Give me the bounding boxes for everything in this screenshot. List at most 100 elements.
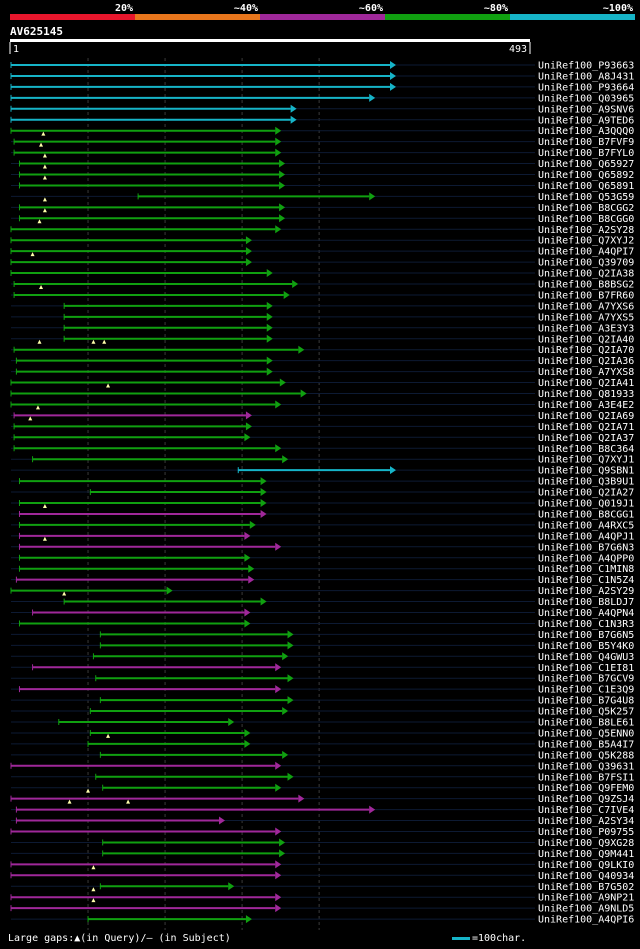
hit-end-arrow xyxy=(275,871,282,880)
hit-label: UniRef100_B7FYL0 xyxy=(538,148,634,159)
hit-label: UniRef100_A4QPI6 xyxy=(538,915,634,926)
hit-label: UniRef100_A3QQQ0 xyxy=(538,126,634,137)
hit-label: UniRef100_A4RXC5 xyxy=(538,520,634,531)
hit-label: UniRef100_A7YXS8 xyxy=(538,367,634,378)
hit-end-arrow xyxy=(300,389,307,398)
query-gap-marker xyxy=(42,197,47,202)
query-gap-marker xyxy=(62,591,67,596)
hit-end-arrow xyxy=(282,652,289,661)
query-gap-marker xyxy=(28,416,33,421)
scale-legend: =100char. xyxy=(452,933,526,944)
hit-label: UniRef100_A9NLD5 xyxy=(538,904,634,915)
hit-end-arrow xyxy=(266,301,273,310)
query-gap-marker xyxy=(106,383,111,388)
hit-end-arrow xyxy=(245,915,252,924)
hit-end-arrow xyxy=(244,608,251,617)
hit-end-arrow xyxy=(292,280,299,288)
hit-end-arrow xyxy=(260,488,267,497)
hit-end-arrow xyxy=(266,367,273,376)
hit-end-arrow xyxy=(287,772,294,781)
hit-label: UniRef100_A4QPP0 xyxy=(538,553,634,564)
hit-end-arrow xyxy=(275,542,282,551)
identity-scale-label: ~60% xyxy=(359,3,383,14)
hit-label: UniRef100_Q2IA36 xyxy=(538,356,634,367)
query-gap-marker xyxy=(41,131,46,136)
hit-end-arrow xyxy=(283,290,290,299)
query-gap-marker xyxy=(106,733,111,738)
hit-end-arrow xyxy=(298,345,305,354)
hit-end-arrow xyxy=(369,805,376,814)
hit-label: UniRef100_Q9M441 xyxy=(538,849,634,860)
hit-label: UniRef100_B7GCV9 xyxy=(538,674,634,685)
hit-label: UniRef100_P93664 xyxy=(538,82,634,93)
hit-label: UniRef100_Q5ENN0 xyxy=(538,728,634,739)
hit-label: UniRef100_A4QPN4 xyxy=(538,608,634,619)
query-gap-marker xyxy=(102,339,107,344)
hit-label: UniRef100_B5Y4K0 xyxy=(538,641,634,652)
hit-label: UniRef100_P09755 xyxy=(538,827,634,838)
query-gap-marker xyxy=(42,153,47,158)
hit-end-arrow xyxy=(275,860,282,869)
hit-label: UniRef100_Q2IA38 xyxy=(538,269,634,280)
hit-end-arrow xyxy=(244,739,251,748)
hit-end-arrow xyxy=(275,827,282,836)
hit-label: UniRef100_Q2IA37 xyxy=(538,433,634,444)
query-gap-marker xyxy=(91,339,96,344)
hit-end-arrow xyxy=(279,849,286,858)
hit-label: UniRef100_C1EI81 xyxy=(538,663,634,674)
hit-label: UniRef100_B7G6N3 xyxy=(538,542,634,553)
hit-end-arrow xyxy=(244,433,251,442)
hit-label: UniRef100_A9SNV6 xyxy=(538,104,634,115)
hit-end-arrow xyxy=(275,400,282,409)
scale-legend-swatch xyxy=(452,937,470,940)
hit-end-arrow xyxy=(282,750,289,759)
hit-end-arrow xyxy=(282,707,289,716)
hit-label: UniRef100_Q81933 xyxy=(538,389,634,400)
hit-end-arrow xyxy=(260,597,267,606)
hit-end-arrow xyxy=(275,663,282,672)
hit-end-arrow xyxy=(266,356,273,365)
hit-end-arrow xyxy=(390,466,396,475)
hit-end-arrow xyxy=(287,674,294,683)
query-bar xyxy=(10,39,530,42)
hit-label: UniRef100_B7G502 xyxy=(538,882,634,893)
hit-label: UniRef100_Q9LKI0 xyxy=(538,860,634,871)
hit-label: UniRef100_Q7XYJ1 xyxy=(538,455,634,466)
hit-label: UniRef100_A3E3Y3 xyxy=(538,323,634,334)
hit-label: UniRef100_Q03965 xyxy=(538,93,634,104)
identity-scale-segment xyxy=(510,14,635,20)
hit-end-arrow xyxy=(260,477,267,486)
hit-label: UniRef100_A2SY34 xyxy=(538,816,634,827)
hit-end-arrow xyxy=(287,696,294,705)
hit-end-arrow xyxy=(390,82,396,91)
query-gap-marker xyxy=(42,175,47,180)
hit-end-arrow xyxy=(279,378,286,387)
identity-scale-label: 20% xyxy=(115,3,133,14)
hit-end-arrow xyxy=(275,685,282,694)
query-gap-marker xyxy=(91,898,96,903)
hit-end-arrow xyxy=(279,170,286,179)
hit-label: UniRef100_B8BSG2 xyxy=(538,280,634,291)
hit-end-arrow xyxy=(279,838,286,847)
hit-end-arrow xyxy=(390,61,396,69)
query-gap-marker xyxy=(35,405,40,410)
hit-label: UniRef100_C7IVE4 xyxy=(538,805,634,816)
hit-label: UniRef100_P93663 xyxy=(538,61,634,72)
hit-label: UniRef100_Q019J1 xyxy=(538,499,634,510)
hit-label: UniRef100_Q9XG28 xyxy=(538,838,634,849)
hit-label: UniRef100_Q7XYJ2 xyxy=(538,236,634,247)
hit-end-arrow xyxy=(279,214,286,223)
hit-end-arrow xyxy=(298,794,305,803)
hit-label: UniRef100_Q4GWU3 xyxy=(538,652,634,663)
hit-label: UniRef100_Q2IA70 xyxy=(538,345,634,356)
hit-end-arrow xyxy=(369,192,376,201)
hit-end-arrow xyxy=(244,553,251,562)
hit-label: UniRef100_Q2IA41 xyxy=(538,378,634,389)
query-gap-marker xyxy=(30,252,35,257)
query-gap-marker xyxy=(42,536,47,541)
identity-scale-label: ~100% xyxy=(603,3,633,14)
hit-label: UniRef100_Q5K257 xyxy=(538,707,634,718)
hit-end-arrow xyxy=(245,422,252,431)
hit-label: UniRef100_C1N5Z4 xyxy=(538,575,634,586)
hit-end-arrow xyxy=(244,531,251,540)
